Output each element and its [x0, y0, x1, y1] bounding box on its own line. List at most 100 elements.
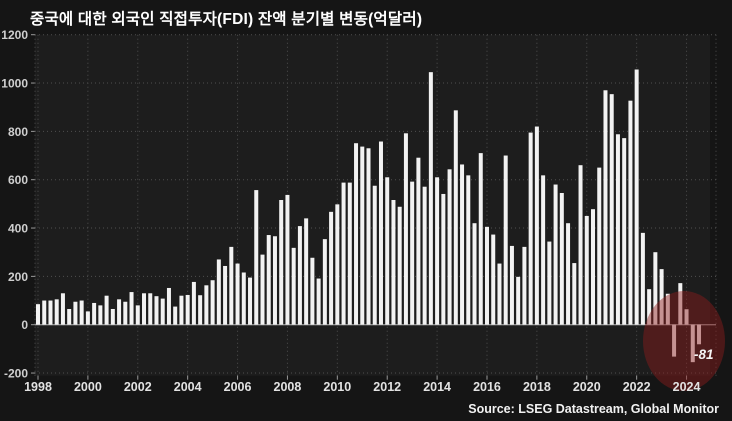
bar-quarter-17: [142, 293, 147, 325]
bar-quarter-94: [622, 138, 627, 325]
bar-quarter-21: [166, 287, 171, 325]
bar-quarter-76: [509, 245, 514, 325]
bar-quarter-93: [615, 134, 620, 325]
bar-quarter-34: [248, 277, 253, 325]
chart-title: 중국에 대한 외국인 직접투자(FDI) 잔액 분기별 변동(억달러): [30, 11, 423, 28]
x-axis-label: 2002: [124, 380, 152, 394]
bar-quarter-61: [416, 157, 421, 325]
bar-quarter-38: [272, 236, 277, 325]
bar-quarter-54: [372, 185, 377, 325]
bar-quarter-33: [241, 272, 246, 325]
bar-quarter-24: [185, 294, 190, 325]
bar-quarter-44: [310, 257, 315, 325]
bar-quarter-3: [54, 299, 59, 325]
x-axis-label: 2012: [373, 380, 401, 394]
bar-quarter-41: [291, 247, 296, 325]
x-axis-label: 2010: [323, 380, 351, 394]
bar-quarter-74: [497, 263, 502, 325]
bar-quarter-45: [316, 278, 321, 325]
bar-quarter-88: [584, 215, 589, 325]
y-axis-label: 200: [8, 270, 28, 284]
bar-quarter-31: [229, 246, 234, 325]
bar-quarter-87: [578, 165, 583, 325]
bar-quarter-39: [279, 200, 284, 325]
y-axis-label: 0: [21, 318, 28, 332]
bar-quarter-92: [609, 94, 614, 325]
bar-quarter-2: [48, 300, 53, 325]
bar-quarter-30: [223, 265, 228, 325]
bar-quarter-35: [254, 190, 259, 325]
bar-quarter-102: [672, 324, 677, 357]
bar-quarter-63: [428, 72, 433, 325]
bar-quarter-57: [391, 200, 396, 325]
bar-quarter-7: [79, 300, 84, 325]
bar-quarter-85: [566, 223, 571, 325]
bar-quarter-15: [129, 292, 134, 325]
bar-quarter-48: [335, 204, 340, 325]
bar-quarter-49: [341, 182, 346, 325]
last-bar-value-annotation: -81: [694, 347, 714, 362]
x-axis-label: 2020: [573, 380, 601, 394]
bar-quarter-9: [92, 302, 97, 325]
bar-quarter-86: [572, 263, 577, 325]
bar-quarter-84: [559, 192, 564, 325]
bar-quarter-96: [634, 69, 639, 325]
bar-quarter-90: [597, 167, 602, 325]
bar-quarter-72: [484, 226, 489, 325]
bar-quarter-28: [210, 280, 215, 325]
bar-quarter-22: [173, 306, 178, 325]
bar-quarter-80: [534, 126, 539, 325]
bar-quarter-6: [73, 301, 78, 325]
y-axis-label: 400: [8, 222, 28, 236]
y-axis-label: 800: [8, 125, 28, 139]
bar-quarter-32: [235, 263, 240, 325]
bar-quarter-14: [123, 301, 128, 325]
bar-quarter-25: [191, 281, 196, 325]
x-axis-label: 2024: [673, 380, 701, 394]
bar-quarter-60: [410, 181, 415, 325]
bar-quarter-11: [104, 295, 109, 325]
bar-quarter-95: [628, 100, 633, 325]
bar-quarter-91: [603, 90, 608, 325]
bar-quarter-27: [204, 285, 209, 325]
bar-quarter-10: [98, 305, 103, 325]
bar-quarter-103: [678, 283, 683, 325]
bar-quarter-12: [110, 308, 115, 325]
bar-quarter-0: [36, 304, 40, 325]
bar-quarter-67: [453, 110, 458, 325]
x-axis-label: 2022: [623, 380, 651, 394]
bar-quarter-26: [198, 295, 203, 325]
bar-quarter-47: [329, 211, 334, 325]
bar-quarter-19: [154, 296, 159, 325]
bar-quarter-68: [460, 164, 465, 325]
y-axis-label: 600: [8, 173, 28, 187]
bar-quarter-29: [216, 259, 221, 325]
x-axis-label: 2008: [274, 380, 302, 394]
bar-quarter-4: [60, 293, 65, 325]
bar-quarter-23: [179, 295, 184, 325]
highlight-circle: [643, 291, 725, 391]
bar-quarter-13: [117, 299, 122, 325]
bar-quarter-46: [322, 239, 327, 325]
bar-quarter-8: [85, 311, 90, 325]
bar-quarter-81: [541, 175, 546, 325]
x-axis-label: 2016: [473, 380, 501, 394]
bar-quarter-18: [148, 293, 153, 325]
bar-quarter-82: [547, 241, 552, 325]
x-axis-label: 2000: [74, 380, 102, 394]
bar-quarter-16: [135, 305, 140, 325]
bar-quarter-100: [659, 269, 664, 325]
bar-quarter-83: [553, 184, 558, 325]
bar-quarter-58: [397, 206, 402, 325]
bar-quarter-1: [42, 300, 47, 325]
x-axis-label: 1998: [24, 380, 52, 394]
bar-quarter-73: [491, 234, 496, 325]
x-axis-label: 2018: [523, 380, 551, 394]
bar-quarter-51: [354, 143, 359, 325]
y-axis-label: 1000: [1, 77, 28, 91]
x-axis-label: 2004: [174, 380, 202, 394]
y-axis-label: -200: [4, 367, 28, 381]
bar-quarter-97: [640, 232, 645, 325]
bar-quarter-36: [260, 254, 265, 325]
